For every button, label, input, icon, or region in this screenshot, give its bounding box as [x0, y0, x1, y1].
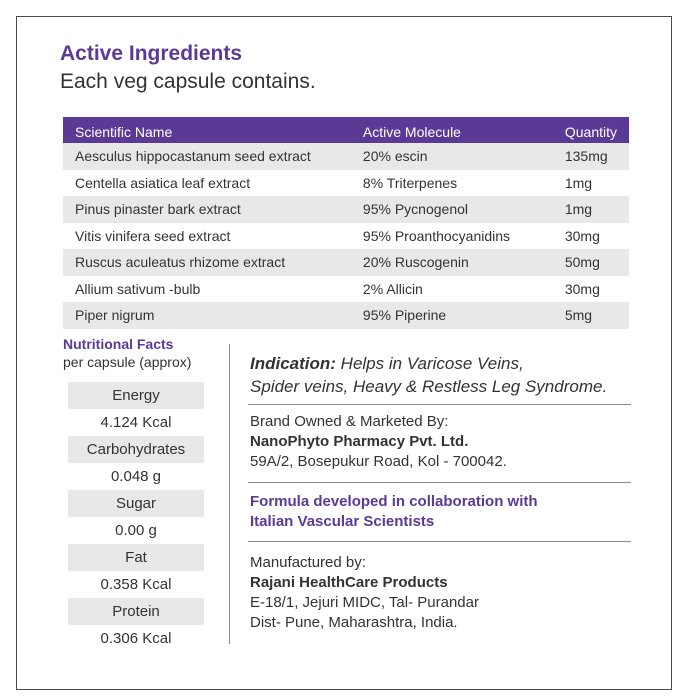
- table-row: Aesculus hippocastanum seed extract 20% …: [63, 143, 629, 170]
- table-row: Ruscus aculeatus rhizome extract 20% Rus…: [63, 249, 629, 276]
- table-cell-quantity: 1mg: [560, 196, 629, 223]
- formula-block: Formula developed in collaboration with …: [250, 492, 538, 532]
- manufacturer-label: Manufactured by:: [250, 554, 366, 571]
- section-subtitle: Each veg capsule contains.: [60, 70, 316, 93]
- table-cell-active-molecule: 2% Allicin: [362, 280, 423, 297]
- table-cell-quantity: 1mg: [564, 174, 593, 191]
- vertical-divider: [229, 344, 230, 644]
- indication-lead: Indication:: [250, 354, 336, 373]
- table-cell-scientific-name: Aesculus hippocastanum seed extract: [63, 143, 359, 170]
- column-header-scientific-name: Scientific Name: [63, 117, 359, 143]
- nutrition-value-fat: 0.358 Kcal: [100, 576, 172, 593]
- label-frame: [16, 16, 672, 690]
- column-header-quantity: Quantity: [560, 117, 629, 143]
- nutrition-title: Nutritional Facts: [63, 336, 174, 352]
- table-cell-active-molecule: 95% Proanthocyanidins: [362, 227, 511, 244]
- formula-line-1: Formula developed in collaboration with: [250, 493, 538, 510]
- table-cell-scientific-name: Pinus pinaster bark extract: [63, 196, 359, 223]
- nutrition-label-energy: Energy: [68, 382, 204, 409]
- table-cell-quantity: 135mg: [560, 143, 629, 170]
- table-cell-scientific-name: Allium sativum -bulb: [75, 280, 201, 297]
- divider-1: [248, 404, 631, 405]
- formula-line-2: Italian Vascular Scientists: [250, 513, 435, 530]
- table-cell-quantity: 5mg: [560, 302, 629, 329]
- table-cell-active-molecule: 20% Ruscogenin: [358, 249, 561, 276]
- table-cell-quantity: 30mg: [564, 280, 600, 297]
- nutrition-subtitle: per capsule (approx): [63, 354, 192, 370]
- ingredients-table: Scientific Name Active Molecule Quantity…: [63, 117, 629, 329]
- nutrition-label-carbohydrates: Carbohydrates: [68, 436, 204, 463]
- table-cell-scientific-name: Piper nigrum: [63, 302, 359, 329]
- divider-2: [248, 482, 631, 483]
- indication-line-2: Spider veins, Heavy & Restless Leg Syndr…: [250, 377, 608, 396]
- indication-text: Indication: Helps in Varicose Veins, Spi…: [250, 352, 650, 398]
- brand-name: NanoPhyto Pharmacy Pvt. Ltd.: [250, 433, 469, 450]
- table-cell-active-molecule: 20% escin: [358, 143, 561, 170]
- table-cell-quantity: 30mg: [564, 227, 600, 244]
- table-row: Centella asiatica leaf extract 8% Triter…: [63, 170, 629, 197]
- indication-line-1: Helps in Varicose Veins,: [335, 354, 524, 373]
- nutrition-value-energy: 4.124 Kcal: [100, 414, 172, 431]
- manufacturer-address-line-2: Dist- Pune, Maharashtra, India.: [250, 614, 458, 631]
- nutrition-value-protein: 0.306 Kcal: [100, 630, 172, 647]
- manufacturer-block: Manufactured by: Rajani HealthCare Produ…: [250, 553, 479, 633]
- table-row: Vitis vinifera seed extract 95% Proantho…: [63, 223, 629, 250]
- nutrition-label-sugar: Sugar: [68, 490, 204, 517]
- table-row: Allium sativum -bulb 2% Allicin 30mg: [63, 276, 629, 303]
- nutrition-label-protein: Protein: [68, 598, 204, 625]
- manufacturer-name: Rajani HealthCare Products: [250, 574, 448, 591]
- divider-3: [248, 541, 631, 542]
- table-cell-scientific-name: Vitis vinifera seed extract: [75, 227, 231, 244]
- table-cell-quantity: 50mg: [560, 249, 629, 276]
- nutrition-value-carbohydrates: 0.048 g: [110, 468, 162, 485]
- table-cell-active-molecule: 95% Piperine: [358, 302, 561, 329]
- nutrition-value-sugar: 0.00 g: [115, 522, 157, 539]
- manufacturer-address-line-1: E-18/1, Jejuri MIDC, Tal- Purandar: [250, 594, 479, 611]
- table-row: Pinus pinaster bark extract 95% Pycnogen…: [63, 196, 629, 223]
- table-cell-active-molecule: 8% Triterpenes: [362, 174, 458, 191]
- table-cell-active-molecule: 95% Pycnogenol: [358, 196, 561, 223]
- column-header-active-molecule: Active Molecule: [358, 117, 561, 143]
- brand-label: Brand Owned & Marketed By:: [250, 413, 449, 430]
- section-title: Active Ingredients: [60, 42, 243, 65]
- table-cell-scientific-name: Ruscus aculeatus rhizome extract: [63, 249, 359, 276]
- brand-address: 59A/2, Bosepukur Road, Kol - 700042.: [250, 453, 507, 470]
- table-row: Piper nigrum 95% Piperine 5mg: [63, 302, 629, 329]
- brand-block: Brand Owned & Marketed By: NanoPhyto Pha…: [250, 412, 507, 472]
- nutrition-label-fat: Fat: [68, 544, 204, 571]
- table-header-row: Scientific Name Active Molecule Quantity: [63, 117, 629, 143]
- table-cell-scientific-name: Centella asiatica leaf extract: [75, 174, 251, 191]
- nutrition-list: Energy 4.124 Kcal Carbohydrates 0.048 g …: [68, 382, 204, 652]
